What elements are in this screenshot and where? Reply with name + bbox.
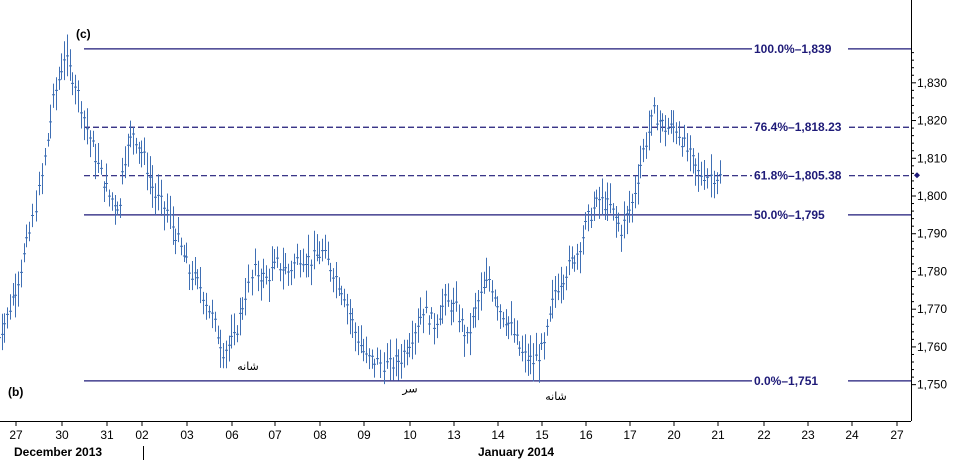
fib-label-bg-0 (752, 40, 848, 56)
y-tick-label-5: 1,800 (917, 189, 947, 203)
x-tick-label-9: 10 (403, 428, 417, 442)
fib-label-bg-3 (752, 206, 848, 222)
x-tick-label-4: 03 (180, 428, 194, 442)
y-tick-label-3: 1,780 (917, 264, 947, 278)
y-tick-label-6: 1,810 (917, 151, 947, 165)
fib-label-4: 0.0%–1,751 (754, 374, 818, 388)
x-tick-label-11: 14 (491, 428, 505, 442)
x-tick-label-5: 06 (225, 428, 239, 442)
x-tick-label-14: 17 (623, 428, 637, 442)
x-tick-label-8: 09 (357, 428, 371, 442)
price-bar-series (0, 34, 722, 385)
pattern-annotation-1: سر (401, 382, 417, 395)
x-tick-label-1: 30 (55, 428, 69, 442)
fib-label-bg-1 (752, 119, 848, 135)
y-tick-label-0: 1,750 (917, 378, 947, 392)
fib-label-2: 61.8%–1,805.38 (754, 169, 842, 183)
month-label-1: January 2014 (478, 445, 554, 459)
x-tick-label-20: 27 (890, 428, 904, 442)
fib-label-bg-2 (752, 167, 848, 183)
fib-label-3: 50.0%–1,795 (754, 208, 825, 222)
y-tick-label-2: 1,770 (917, 302, 947, 316)
pattern-annotation-2: شانه (545, 390, 567, 403)
x-tick-label-10: 13 (447, 428, 461, 442)
x-tick-label-19: 24 (845, 428, 859, 442)
y-tick-label-7: 1,820 (917, 114, 947, 128)
fib-label-0: 100.0%–1,839 (754, 42, 832, 56)
x-tick-label-3: 02 (135, 428, 149, 442)
y-tick-label-4: 1,790 (917, 227, 947, 241)
x-tick-label-15: 20 (667, 428, 681, 442)
y-tick-label-1: 1,760 (917, 340, 947, 354)
current-price-marker (914, 172, 920, 179)
x-tick-label-13: 16 (579, 428, 593, 442)
x-tick-label-12: 15 (535, 428, 549, 442)
wave-label-b: (b) (8, 385, 23, 399)
wave-label-c: (c) (76, 27, 91, 41)
x-tick-label-7: 08 (313, 428, 327, 442)
fib-label-bg-4 (752, 372, 848, 388)
axes: 1,750 1,760 1,770 1,780 1,790 1,800 1,810 1,820… (0, 0, 947, 460)
y-tick-label-8: 1,830 (917, 76, 947, 90)
fib-label-1: 76.4%–1,818.23 (754, 120, 842, 134)
x-tick-label-2: 31 (100, 428, 114, 442)
x-tick-label-6: 07 (268, 428, 282, 442)
x-tick-label-0: 27 (9, 428, 23, 442)
x-tick-label-16: 21 (711, 428, 725, 442)
x-tick-label-18: 23 (801, 428, 815, 442)
pattern-annotation-0: شانه (237, 360, 259, 373)
chart-annotations: (c) (b) شانه سر شانه (8, 27, 567, 403)
month-label-0: December 2013 (14, 445, 102, 459)
x-tick-label-17: 22 (757, 428, 771, 442)
price-bars (0, 34, 722, 385)
fib-level-labels: 100.0%–1,839 76.4%–1,818.23 61.8%–1,805.38… (752, 40, 848, 388)
